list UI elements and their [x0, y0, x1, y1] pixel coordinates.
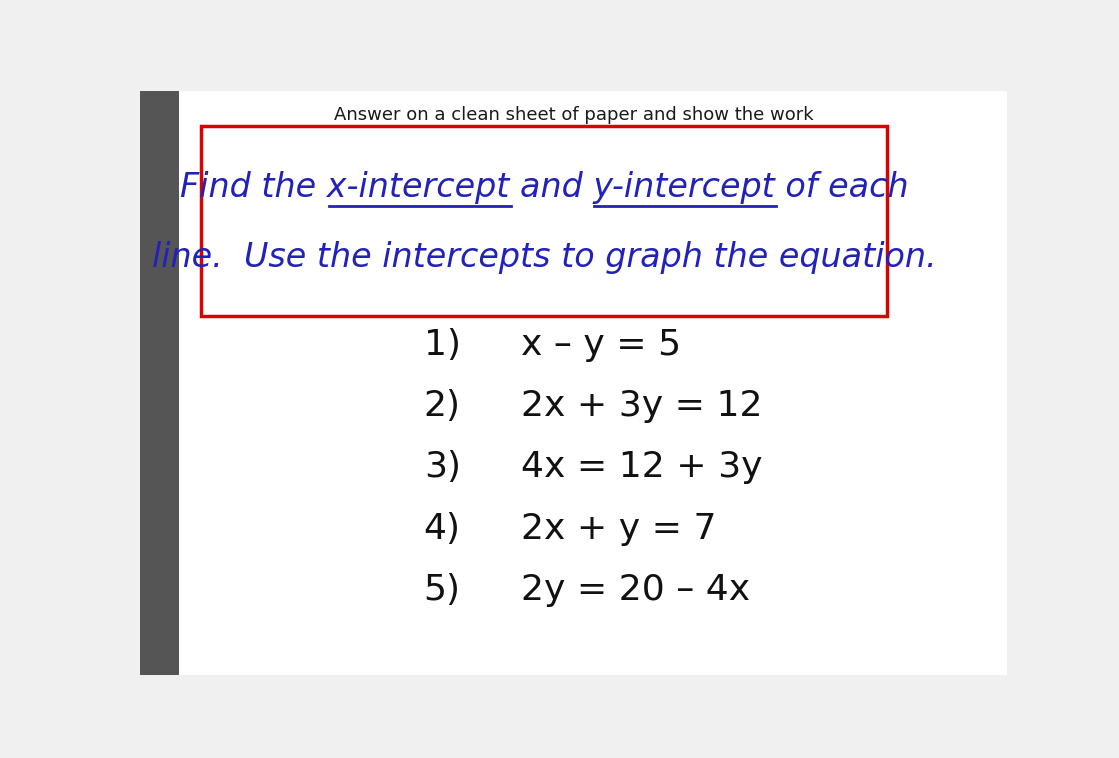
Text: line.  Use the intercepts to graph the equation.: line. Use the intercepts to graph the eq…: [152, 241, 937, 274]
FancyBboxPatch shape: [201, 126, 886, 315]
Text: Find the x-intercept and y-intercept of each: Find the x-intercept and y-intercept of …: [180, 171, 909, 204]
Text: 2x + 3y = 12: 2x + 3y = 12: [521, 389, 763, 423]
Text: x – y = 5: x – y = 5: [521, 328, 681, 362]
Text: Answer on a clean sheet of paper and show the work: Answer on a clean sheet of paper and sho…: [333, 105, 814, 124]
Text: 2x + y = 7: 2x + y = 7: [521, 512, 717, 546]
Text: 4): 4): [424, 512, 461, 546]
Text: 3): 3): [424, 450, 461, 484]
FancyBboxPatch shape: [179, 91, 1007, 675]
Text: 5): 5): [424, 573, 461, 607]
Text: 1): 1): [424, 328, 461, 362]
Text: 4x = 12 + 3y: 4x = 12 + 3y: [521, 450, 763, 484]
Text: 2y = 20 – 4x: 2y = 20 – 4x: [521, 573, 751, 607]
Text: 2): 2): [424, 389, 461, 423]
FancyBboxPatch shape: [140, 91, 179, 675]
